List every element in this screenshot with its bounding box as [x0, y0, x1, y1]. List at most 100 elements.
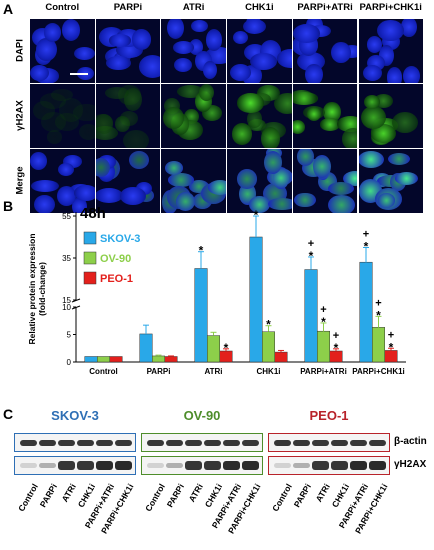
blot-band	[39, 439, 56, 446]
lane-label: Control	[270, 482, 295, 514]
bar	[164, 356, 178, 363]
panel-c-label: C	[3, 406, 14, 422]
y-tick-label: 35	[62, 254, 71, 263]
lane-label: PARPi	[37, 482, 60, 509]
panel-b-label: B	[3, 198, 14, 214]
blot-band	[147, 463, 164, 468]
bar	[194, 268, 208, 363]
micrograph-merge-1	[95, 149, 161, 214]
blot-band	[20, 463, 37, 468]
blot-band	[369, 461, 386, 470]
blot-band	[96, 461, 113, 470]
micrograph-merge-3	[227, 149, 292, 214]
beta-actin-blot	[268, 433, 390, 452]
blot-band	[39, 462, 56, 469]
blot-group-title: PEO-1	[309, 408, 349, 423]
bar	[384, 350, 398, 363]
column-header: PARPi+CHK1i	[359, 2, 422, 13]
blot-band	[331, 439, 348, 446]
micrograph-h2ax-0	[30, 84, 95, 149]
significance-mark: *	[254, 208, 259, 222]
bar	[139, 333, 153, 363]
x-tick-label: PARPi+ATRi	[300, 367, 347, 376]
blot-band	[274, 439, 291, 446]
blot-band	[77, 439, 94, 446]
significance-mark: *	[309, 249, 314, 263]
blot-marker-label: γH2AX	[394, 459, 427, 470]
y-tick-label: 15	[62, 296, 71, 305]
micrograph-h2ax-3	[227, 84, 292, 149]
beta-actin-blot	[141, 433, 263, 452]
bar	[372, 327, 385, 363]
blot-band	[242, 439, 259, 446]
x-tick-label: PARPi	[147, 367, 171, 376]
significance-mark: +	[333, 330, 339, 342]
blot-band	[369, 439, 386, 446]
gh2ax-blot	[141, 456, 263, 475]
blot-band	[204, 439, 221, 446]
significance-mark: *	[321, 315, 326, 329]
blot-band	[293, 462, 310, 469]
x-tick-label: Control	[89, 367, 117, 376]
bar	[274, 351, 288, 363]
column-header: PARPi+ATRi	[297, 2, 353, 13]
blot-band	[166, 439, 183, 446]
beta-actin-blot	[14, 433, 136, 452]
blot-band	[350, 461, 367, 470]
blot-band	[147, 439, 164, 446]
significance-mark: +	[375, 297, 381, 309]
column-header: Control	[45, 2, 80, 13]
micrograph-h2ax-2	[161, 84, 226, 149]
micrograph-dapi-0	[30, 19, 95, 83]
lane-label: Control	[143, 482, 168, 514]
significance-mark: +	[308, 238, 314, 250]
panel-a-label: A	[3, 1, 14, 17]
blot-group-title: SKOV-3	[51, 408, 99, 423]
y-tick-label: 55	[62, 212, 71, 221]
lane-label: PARPi	[164, 482, 187, 509]
micrograph-dapi-4	[292, 19, 358, 83]
significance-mark: +	[363, 229, 369, 241]
micrograph-dapi-5	[358, 19, 423, 83]
y-axis-label: Relative protein expression(fold-change)	[27, 233, 47, 344]
significance-mark: +	[388, 329, 394, 341]
micrograph-merge-2	[161, 149, 226, 214]
significance-mark: *	[334, 341, 339, 355]
micrograph-dapi-1	[95, 19, 161, 83]
lane-label: ATRi	[59, 482, 79, 504]
significance-mark: *	[266, 318, 271, 332]
bar	[359, 261, 373, 363]
blot-band	[185, 439, 202, 446]
chart-title: 48h	[80, 205, 106, 222]
blot-band	[223, 461, 240, 470]
legend-label: SKOV-3	[100, 233, 140, 245]
x-tick-label: CHK1i	[256, 367, 280, 376]
lane-label: PARPi	[291, 482, 314, 509]
significance-mark: *	[199, 244, 204, 258]
significance-mark: +	[320, 304, 326, 316]
blot-band	[274, 463, 291, 468]
blot-band	[58, 461, 75, 470]
scale-bar	[70, 73, 88, 75]
blot-band	[331, 461, 348, 470]
blot-band	[350, 439, 367, 446]
bar	[304, 269, 318, 363]
blot-band	[312, 461, 329, 470]
row-label: γH2AX	[14, 100, 26, 131]
bar	[97, 356, 110, 363]
legend-label: PEO-1	[100, 273, 133, 285]
bar	[249, 236, 263, 363]
blot-band	[77, 461, 94, 470]
lane-label: Control	[16, 482, 41, 514]
micrograph-h2ax-5	[358, 84, 423, 149]
row-label: DAPI	[14, 39, 26, 62]
lane-label: ATRi	[313, 482, 333, 504]
y-tick-label: 10	[62, 303, 71, 312]
legend-swatch	[83, 231, 97, 245]
bar	[317, 330, 330, 363]
bar	[152, 355, 165, 363]
legend-label: OV-90	[100, 253, 131, 265]
significance-mark: *	[224, 341, 229, 355]
blot-band	[58, 439, 75, 446]
